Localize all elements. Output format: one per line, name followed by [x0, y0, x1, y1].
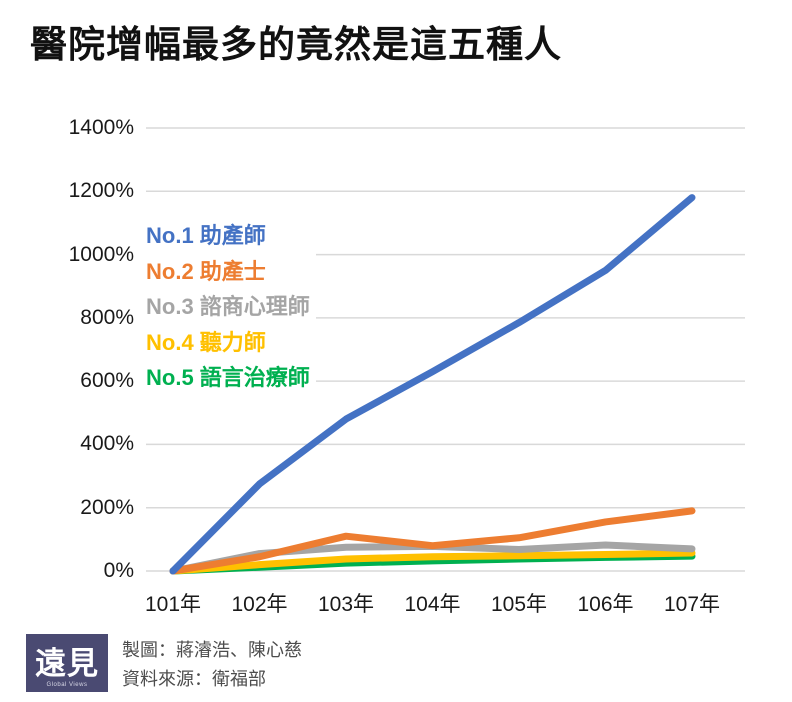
series-line [169, 549, 696, 575]
y-axis-tick-label: 1400% [68, 116, 134, 139]
y-axis-tick-label: 600% [80, 369, 134, 393]
chart-plot-area: 0% 200% 400% 600% 800% 1000% 1200% 1400% 101年 10… [0, 100, 792, 620]
series-line [169, 194, 696, 575]
credit-block: 製圖：蔣濬浩、陳心慈 資料來源：衛福部 [122, 634, 302, 691]
x-axis-tick-label: 107年 [663, 593, 721, 616]
y-axis-tick-label: 1200% [68, 179, 134, 203]
series-line [169, 507, 696, 575]
footer: 遠見 Global Views 製圖：蔣濬浩、陳心慈 資料來源：衛福部 [26, 634, 302, 692]
legend-item-3: No.3 諮商心理師 [146, 294, 310, 319]
x-axis-tick-labels: 101年 102年 103年 104年 105年 106年 107年 [0, 588, 792, 628]
y-axis-tick-label: 200% [80, 495, 134, 519]
global-views-logo: 遠見 Global Views [26, 634, 108, 692]
y-axis-tick-label: 0% [103, 559, 134, 582]
credit-line-2: 資料來源：衛福部 [122, 669, 266, 689]
y-axis-tick-label: 800% [80, 305, 134, 329]
x-axis-tick-label: 104年 [404, 593, 461, 616]
logo-text: 遠見 [35, 645, 99, 681]
x-axis-tick-label: 106年 [577, 593, 634, 616]
chart-legend: No.1 助產師 No.2 助產士 No.3 諮商心理師 No.4 聽力師 No.5 語… [146, 220, 316, 394]
y-axis-tick-label: 400% [80, 432, 134, 456]
legend-item-1: No.1 助產師 [146, 223, 266, 248]
x-axis-tick-label: 105年 [490, 593, 548, 616]
page-title: 醫院增幅最多的竟然是這五種人 [30, 24, 562, 65]
x-axis-tick-label: 101年 [144, 593, 202, 616]
x-axis-tick-label: 102年 [231, 593, 288, 616]
legend-item-5: No.5 語言治療師 [146, 365, 310, 390]
logo-subtext: Global Views [46, 682, 88, 688]
y-axis-tick-labels: 0% 200% 400% 600% 800% 1000% 1200% 1400% [22, 100, 134, 620]
legend-item-2: No.2 助產士 [146, 258, 266, 284]
legend-item-4: No.4 聽力師 [146, 329, 266, 355]
credit-line-1: 製圖：蔣濬浩、陳心慈 [122, 640, 302, 660]
y-axis-tick-label: 1000% [68, 242, 134, 266]
x-axis-tick-label: 103年 [317, 593, 375, 616]
